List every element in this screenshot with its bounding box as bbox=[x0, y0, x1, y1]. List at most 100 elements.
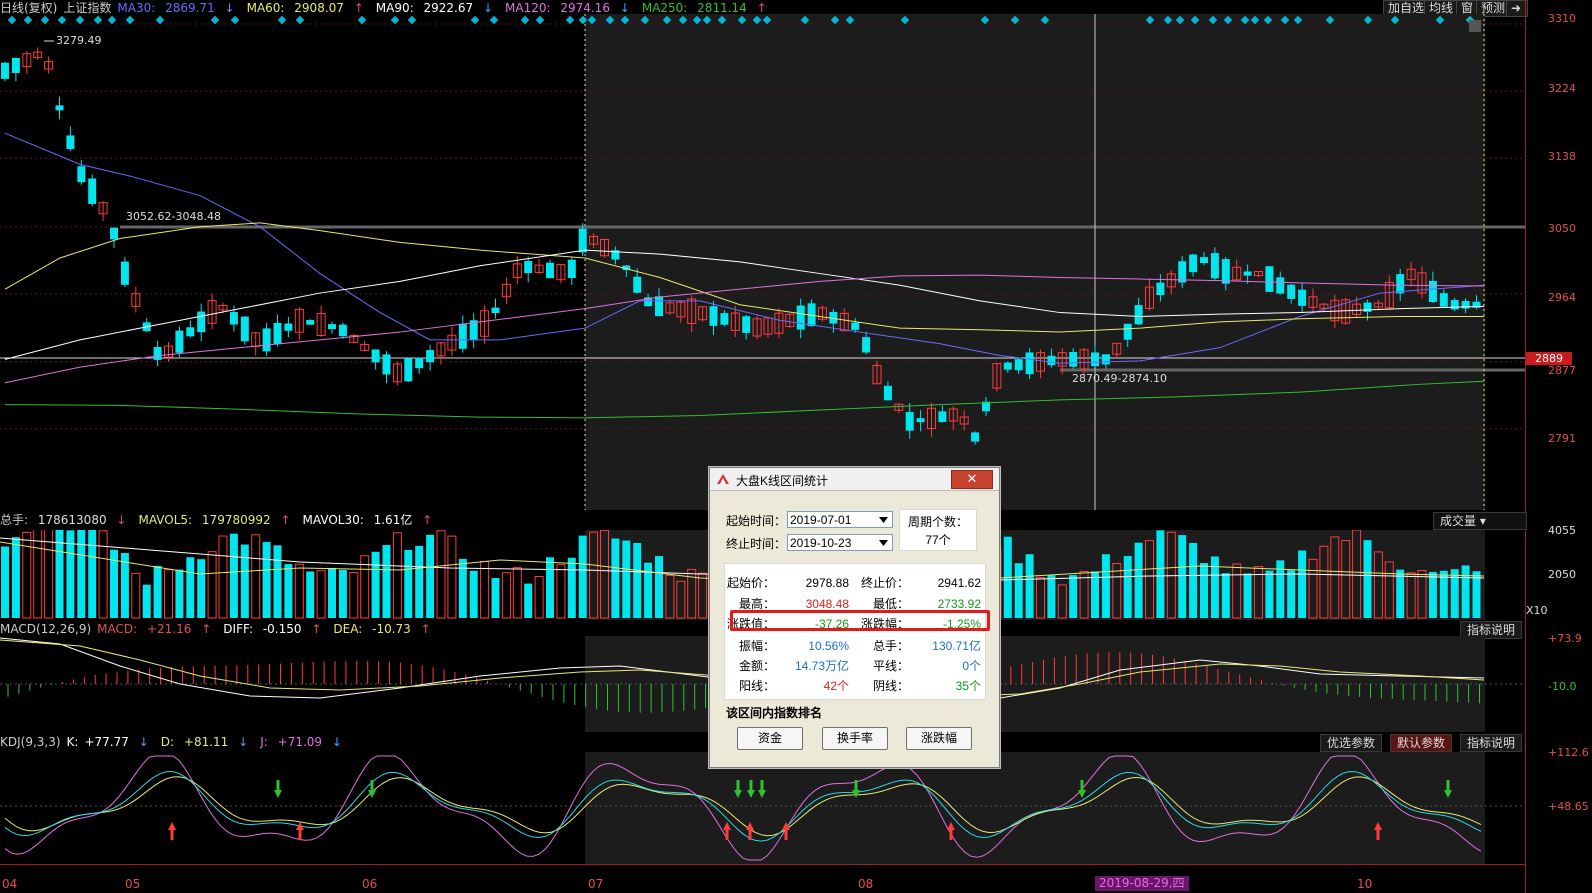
price-axis-label: 3310 bbox=[1548, 12, 1576, 25]
candle-body bbox=[742, 316, 751, 333]
preferred-params-button[interactable]: 优选参数 bbox=[1320, 734, 1383, 752]
candle-body bbox=[839, 312, 849, 332]
candle-body bbox=[1472, 301, 1481, 308]
volume-bar bbox=[1373, 551, 1383, 619]
volume-bar bbox=[1123, 555, 1132, 618]
k-value: +77.77 bbox=[84, 735, 129, 749]
candle-body bbox=[1047, 355, 1056, 366]
candlestick-chart[interactable]: 3279.49 3052.62-3048.48 2870.49-2874.10 bbox=[0, 14, 1525, 510]
volume-bar bbox=[77, 530, 86, 618]
amplitude-value: 10.56% bbox=[808, 639, 849, 653]
kdj-axis-top: +112.6 bbox=[1548, 746, 1589, 759]
volume-bar bbox=[1276, 560, 1285, 618]
volume-bar bbox=[589, 531, 599, 619]
candle-body bbox=[294, 308, 304, 333]
volume-bar bbox=[262, 541, 271, 618]
gap-upper-annotation: 3052.62-3048.48 bbox=[126, 210, 221, 223]
volume-selector[interactable]: 成交量 ▾ bbox=[1433, 512, 1527, 530]
volume-bar bbox=[1200, 563, 1208, 618]
volume-bar bbox=[1406, 572, 1416, 619]
close-button[interactable]: ✕ bbox=[951, 470, 993, 489]
candle-body bbox=[589, 235, 599, 245]
mavol30-value: 1.61亿 bbox=[373, 513, 413, 527]
volume-bar bbox=[1189, 542, 1198, 618]
low-value: 2733.92 bbox=[937, 597, 981, 611]
volume-bar bbox=[1091, 571, 1099, 618]
volume-bar bbox=[273, 545, 282, 618]
rank-capital-button[interactable]: 资金 bbox=[737, 727, 803, 750]
app-icon bbox=[717, 474, 729, 484]
candle-body bbox=[273, 322, 282, 345]
candle-body bbox=[1232, 266, 1242, 281]
ma-legend-item: MA30: 2869.71 ↓ bbox=[117, 1, 235, 15]
candle-body bbox=[33, 51, 43, 59]
volume-bar bbox=[1156, 530, 1165, 618]
exit-icon[interactable]: ➜ bbox=[1506, 0, 1528, 17]
volume-bar bbox=[687, 568, 697, 619]
volume-bar bbox=[1472, 571, 1481, 618]
diff-value: -0.150 bbox=[262, 622, 302, 636]
chart-header: 日线(复权) 上证指数 MA30: 2869.71 ↓ MA60: 2908.07 ↑… bbox=[0, 0, 785, 16]
volume-bar bbox=[1352, 530, 1362, 619]
candle-body bbox=[1014, 359, 1023, 371]
volume-bar bbox=[153, 565, 162, 618]
flat-value: 0个 bbox=[962, 659, 981, 673]
d-value: +81.11 bbox=[183, 735, 229, 749]
volume-bar bbox=[1461, 565, 1470, 618]
volume-bar bbox=[1047, 575, 1056, 618]
candle-body bbox=[447, 334, 457, 351]
cursor-date-label: 2019-08-29,四 bbox=[1095, 876, 1189, 891]
rank-change-button[interactable]: 涨跌幅 bbox=[906, 727, 972, 750]
default-params-button[interactable]: 默认参数 bbox=[1390, 734, 1453, 752]
high-annotation: 3279.49 bbox=[56, 34, 102, 47]
candle-body bbox=[546, 262, 554, 279]
volume-bar bbox=[556, 564, 566, 619]
chevron-down-icon[interactable] bbox=[877, 536, 890, 549]
volume-bar bbox=[131, 572, 141, 619]
end-time-select[interactable]: 2019-10-23 bbox=[787, 534, 893, 551]
x-label-oct: 10 bbox=[1357, 877, 1373, 891]
volume-bar bbox=[1243, 573, 1252, 618]
gap-lower-annotation: 2870.49-2874.10 bbox=[1072, 372, 1167, 385]
volume-bar bbox=[415, 545, 424, 618]
volume-header: 总手: 178613080 ↓ MAVOL5: 179780992 ↑ MAVOL3… bbox=[0, 513, 433, 527]
dialog-title: 大盘K线区间统计 bbox=[736, 474, 829, 488]
candle-body bbox=[1221, 259, 1230, 284]
volume-bar bbox=[546, 557, 554, 618]
candle-body bbox=[328, 324, 336, 330]
candle-body bbox=[905, 412, 914, 431]
volume-axis-unit: X10 bbox=[1526, 604, 1548, 617]
dialog-titlebar[interactable]: 大盘K线区间统计 ✕ bbox=[710, 468, 999, 491]
candle-body bbox=[88, 178, 97, 204]
d-line bbox=[4, 776, 1482, 837]
start-time-label: 起始时间： bbox=[726, 514, 787, 528]
volume-bar bbox=[207, 551, 217, 619]
rank-turnover-button[interactable]: 换手率 bbox=[822, 727, 888, 750]
x-label-jun: 06 bbox=[362, 877, 378, 891]
kdj-header: KDJ(9,3,3) K: +77.77 ↓ D: +81.11 ↓ J: +71.09… bbox=[0, 735, 342, 749]
candle-body bbox=[480, 310, 490, 337]
volume-bar bbox=[524, 583, 533, 618]
candle-body bbox=[752, 318, 762, 337]
volume-bar bbox=[1439, 570, 1448, 618]
candle-body bbox=[415, 357, 424, 369]
kdj-help-button[interactable]: 指标说明 bbox=[1460, 734, 1523, 752]
volume-bar bbox=[1450, 569, 1459, 618]
volume-bar bbox=[55, 530, 64, 618]
volume-bar bbox=[1025, 554, 1034, 618]
candle-body bbox=[872, 364, 882, 385]
candle-body bbox=[829, 311, 838, 324]
macd-help-button[interactable]: 指标说明 bbox=[1460, 621, 1523, 639]
candle-body bbox=[218, 304, 228, 311]
start-time-select[interactable]: 2019-07-01 bbox=[787, 511, 893, 528]
chevron-down-icon[interactable] bbox=[877, 513, 890, 526]
range-stats-dialog: 大盘K线区间统计 ✕ 起始时间： 2019-07-01 终止时间： 2019-1… bbox=[709, 467, 1000, 768]
x-label-aug: 08 bbox=[858, 877, 874, 891]
candle-body bbox=[1069, 351, 1078, 367]
j-line bbox=[4, 755, 1482, 861]
chart-title: 日线(复权) bbox=[0, 1, 58, 15]
candle-body bbox=[1079, 349, 1089, 370]
ma-legend-item: MA60: 2908.07 ↑ bbox=[246, 1, 364, 15]
volume-bar bbox=[371, 551, 380, 618]
mavol30-label: MAVOL30: bbox=[302, 513, 364, 527]
